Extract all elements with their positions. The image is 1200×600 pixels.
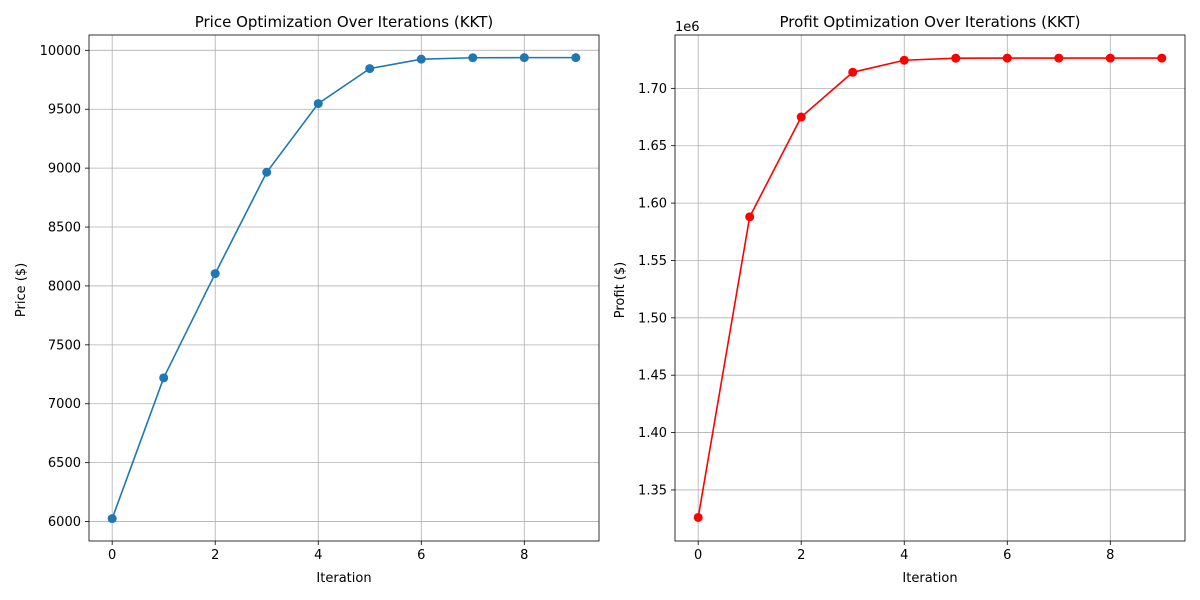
profit-y-axis-label: Profit ($) [613, 262, 628, 318]
price-y-tick-label: 7500 [48, 338, 81, 353]
price-y-tick-label: 9500 [48, 103, 81, 118]
price-data-point [571, 53, 581, 63]
profit-x-tick-label: 6 [1003, 548, 1011, 563]
price-chart: Price Optimization Over Iterations (KKT)… [14, 13, 600, 586]
price-data-point [159, 373, 169, 383]
profit-chart-title: Profit Optimization Over Iterations (KKT… [779, 13, 1080, 31]
price-y-tick-label: 8000 [48, 279, 81, 294]
profit-x-tick-label: 0 [694, 548, 702, 563]
profit-y-tick-label: 1.40 [638, 426, 667, 441]
profit-data-point [1105, 53, 1115, 63]
price-data-point [519, 53, 529, 63]
profit-y-tick-label: 1.45 [638, 369, 667, 384]
price-data-point [210, 269, 220, 279]
profit-data-point [1054, 53, 1064, 63]
price-axes-frame [88, 34, 600, 542]
profit-data-point [848, 67, 858, 77]
profit-x-tick-label: 4 [900, 548, 908, 563]
profit-x-tick-label: 2 [797, 548, 805, 563]
profit-y-tick-label: 1.55 [638, 254, 667, 269]
profit-y-tick-label: 1.65 [638, 139, 667, 154]
profit-y-tick-label: 1.70 [638, 82, 667, 97]
profit-data-point [796, 112, 806, 122]
profit-data-point [951, 53, 961, 63]
price-data-point [313, 99, 323, 109]
price-x-axis-label: Iteration [316, 571, 371, 586]
profit-axes-frame [674, 34, 1186, 542]
price-data-point [468, 53, 478, 63]
price-y-tick-label: 10000 [40, 44, 81, 59]
price-y-tick-label: 7000 [48, 397, 81, 412]
price-data-point [107, 514, 117, 524]
profit-data-point [745, 212, 755, 222]
profit-grid [675, 35, 1185, 541]
price-y-tick-label: 6500 [48, 456, 81, 471]
price-x-tick-label: 2 [211, 548, 219, 563]
price-y-tick-label: 9000 [48, 162, 81, 177]
profit-data-point [693, 512, 703, 522]
profit-x-axis-label: Iteration [902, 571, 957, 586]
price-chart-title: Price Optimization Over Iterations (KKT) [195, 13, 494, 31]
price-y-tick-label: 6000 [48, 515, 81, 530]
price-series-line [111, 56, 576, 519]
price-data-point [365, 64, 375, 74]
price-data-point [262, 167, 272, 177]
profit-y-tick-label: 1.60 [638, 197, 667, 212]
profit-y-tick-label: 1.50 [638, 311, 667, 326]
profit-data-point [1157, 53, 1167, 63]
price-data-point [416, 54, 426, 64]
price-x-tick-label: 6 [417, 548, 425, 563]
profit-chart: Profit Optimization Over Iterations (KKT… [613, 13, 1186, 586]
profit-x-tick-label: 8 [1106, 548, 1114, 563]
price-x-tick-label: 8 [520, 548, 528, 563]
profit-data-point [1002, 53, 1012, 63]
profit-series-line [697, 57, 1162, 518]
profit-data-point [899, 55, 909, 65]
price-y-axis-label: Price ($) [14, 263, 29, 317]
price-y-tick-label: 8500 [48, 221, 81, 236]
price-x-tick-label: 0 [108, 548, 116, 563]
profit-y-offset-text: 1e6 [675, 20, 700, 35]
profit-y-tick-label: 1.35 [638, 483, 667, 498]
price-x-tick-label: 4 [314, 548, 322, 563]
price-grid [89, 35, 599, 541]
